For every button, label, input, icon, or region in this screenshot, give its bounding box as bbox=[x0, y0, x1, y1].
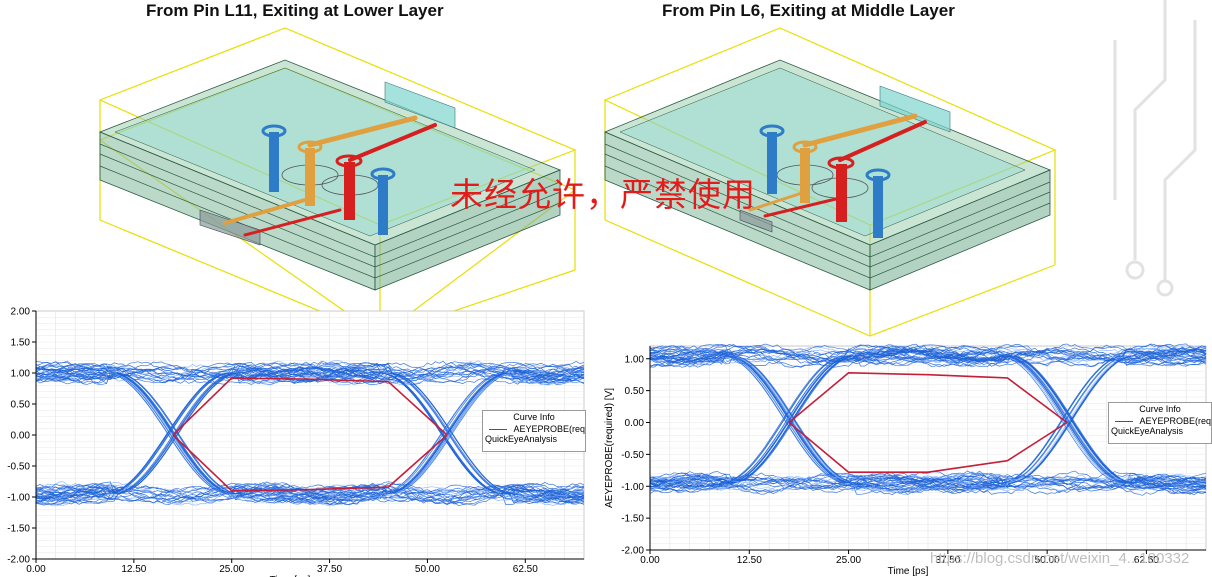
eye-traces bbox=[649, 343, 1207, 496]
x-tick-label: 25.00 bbox=[836, 555, 861, 566]
red-watermark-text: 未经允许，严禁使用 bbox=[450, 175, 756, 214]
eye-trace bbox=[35, 483, 585, 504]
eye-trace bbox=[649, 348, 1207, 491]
x-axis-label: Time [ps] bbox=[888, 566, 929, 577]
signal-traces bbox=[748, 113, 927, 218]
pcb-layer-stack bbox=[98, 59, 562, 291]
y-tick-label: -1.50 bbox=[7, 524, 30, 535]
eye-trace bbox=[649, 348, 1207, 492]
y-tick-label: 0.50 bbox=[625, 386, 645, 397]
x-tick-label: 37.50 bbox=[935, 555, 960, 566]
eye-trace bbox=[649, 347, 1207, 492]
legend-entry: AEYEPROBE(req bbox=[1109, 416, 1211, 426]
left-panel-title: From Pin L11, Exiting at Lower Layer bbox=[146, 1, 444, 20]
vias bbox=[759, 124, 891, 238]
eye-trace bbox=[35, 364, 585, 504]
y-tick-label: -2.00 bbox=[621, 546, 644, 557]
eye-trace bbox=[35, 360, 585, 506]
x-tick-label: 50.00 bbox=[1035, 555, 1060, 566]
eye-trace bbox=[649, 344, 1207, 367]
y-tick-label: -1.50 bbox=[621, 514, 644, 525]
eye-trace bbox=[35, 368, 585, 498]
legend-swatch bbox=[1115, 420, 1134, 422]
eye-trace bbox=[649, 345, 1207, 493]
x-tick-label: 0.00 bbox=[640, 555, 660, 566]
x-tick-label: 37.50 bbox=[317, 564, 342, 575]
eye-trace bbox=[35, 366, 585, 500]
eye-trace bbox=[35, 370, 585, 503]
left-pcb-3d-model bbox=[98, 27, 577, 337]
legend-swatch bbox=[489, 428, 508, 430]
legend-entry-sub: QuickEyeAnalysis bbox=[485, 434, 558, 444]
eye-trace bbox=[649, 347, 1207, 493]
y-tick-label: 1.00 bbox=[11, 369, 31, 380]
eye-trace bbox=[35, 362, 585, 384]
eye-trace bbox=[35, 368, 585, 499]
eye-trace bbox=[649, 343, 1207, 368]
y-tick-label: 1.50 bbox=[11, 338, 31, 349]
legend-entry-label: AEYEPROBE(req bbox=[1139, 416, 1211, 426]
eye-trace bbox=[35, 362, 585, 504]
eye-trace bbox=[35, 365, 585, 381]
legend-entry-sub: QuickEyeAnalysis bbox=[1111, 426, 1184, 436]
vias bbox=[261, 124, 396, 235]
right-pcb-3d-model bbox=[603, 27, 1057, 337]
x-tick-label: 62.50 bbox=[513, 564, 538, 575]
left-legend: Curve Info AEYEPROBE(req QuickEyeAnalysi… bbox=[482, 410, 586, 452]
eye-trace bbox=[649, 475, 1207, 491]
y-tick-label: 1.00 bbox=[625, 354, 645, 365]
eye-traces bbox=[35, 360, 585, 507]
eye-trace bbox=[649, 350, 1206, 361]
x-tick-label: 50.00 bbox=[415, 564, 440, 575]
pcb-layer-stack bbox=[603, 59, 1052, 291]
probe-curve-lower bbox=[788, 421, 1068, 473]
right-eye-diagram: 0.00 12.50 25.00 37.50 50.00 62.50 1.00 0.50 0.0… bbox=[604, 343, 1207, 577]
url-watermark: https://blog.csdn.net/weixin_4...180332 bbox=[930, 550, 1190, 567]
eye-trace bbox=[35, 365, 585, 505]
y-tick-label: -0.50 bbox=[7, 462, 30, 473]
legend-title: Curve Info bbox=[1139, 404, 1181, 414]
legend-title: Curve Info bbox=[513, 412, 555, 422]
eye-trace bbox=[649, 347, 1207, 491]
signal-traces bbox=[223, 115, 437, 237]
probe-curve-upper bbox=[788, 372, 1068, 424]
eye-trace bbox=[649, 347, 1207, 491]
x-tick-label: 62.50 bbox=[1134, 555, 1159, 566]
eye-trace bbox=[35, 486, 585, 502]
eye-trace bbox=[649, 346, 1207, 494]
y-tick-label: 2.00 bbox=[11, 307, 31, 318]
eye-trace bbox=[649, 343, 1207, 496]
x-tick-label: 12.50 bbox=[121, 564, 146, 575]
legend-entry-label: AEYEPROBE(req bbox=[513, 424, 585, 434]
y-tick-label: -0.50 bbox=[621, 450, 644, 461]
probe-curve-upper bbox=[172, 377, 448, 436]
x-tick-label: 25.00 bbox=[219, 564, 244, 575]
x-tick-label: 12.50 bbox=[737, 555, 762, 566]
eye-trace bbox=[649, 351, 1207, 490]
y-tick-label: -1.00 bbox=[7, 493, 30, 504]
y-tick-label: 0.00 bbox=[11, 431, 31, 442]
y-axis-label: AEYEPROBE(required) [V] bbox=[604, 388, 615, 508]
eye-trace bbox=[649, 345, 1207, 494]
y-tick-label: -1.00 bbox=[621, 482, 644, 493]
y-tick-label: 0.00 bbox=[625, 418, 645, 429]
eye-trace bbox=[649, 347, 1207, 491]
probe-curve-lower bbox=[172, 434, 448, 492]
eye-trace bbox=[35, 365, 585, 502]
eye-trace bbox=[35, 361, 585, 505]
circuit-decoration bbox=[1113, 0, 1197, 297]
x-tick-label: 0.00 bbox=[26, 564, 46, 575]
legend-entry: AEYEPROBE(req bbox=[483, 424, 585, 434]
x-axis-label: Time [ps] bbox=[270, 575, 311, 577]
right-legend: Curve Info AEYEPROBE(req QuickEyeAnalysi… bbox=[1108, 402, 1212, 444]
right-panel-title: From Pin L6, Exiting at Middle Layer bbox=[662, 1, 955, 20]
y-tick-label: 0.50 bbox=[11, 400, 31, 411]
y-tick-label: -2.00 bbox=[7, 555, 30, 566]
